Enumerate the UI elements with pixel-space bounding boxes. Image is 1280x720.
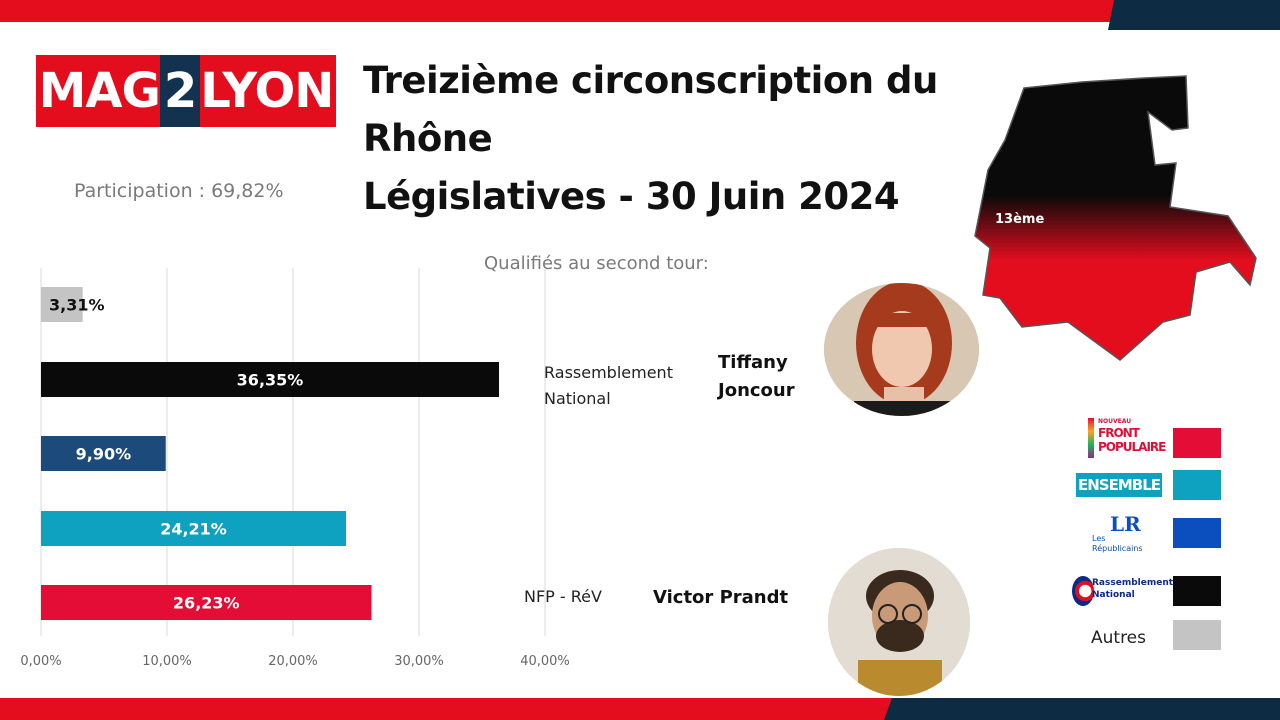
legend-swatch <box>1173 620 1221 650</box>
bar-value-label: 9,90% <box>76 445 132 464</box>
party-label-rn: Rassemblement National <box>544 360 673 412</box>
title-line-1: Treizième circonscription du <box>363 59 938 102</box>
nfp-logo-stripe <box>1088 418 1094 458</box>
candidate-full-name: Victor Prandt <box>653 587 789 608</box>
x-tick-label: 20,00% <box>268 654 318 669</box>
x-tick-label: 40,00% <box>520 654 570 669</box>
candidate-name-prandt: Victor Prandt <box>653 584 788 612</box>
bar-layer: 3,31% 36,35% 9,90% 24,21% 26,23% <box>41 287 500 620</box>
nfp-logo: NOUVEAU FRONT POPULAIRE <box>1088 418 1168 460</box>
candidate-photo-joncour <box>824 283 979 416</box>
ensemble-logo: ENSEMBLE <box>1076 473 1162 497</box>
bottom-red-band <box>0 698 892 720</box>
party-label-rn-line-1: Rassemblement <box>544 363 673 382</box>
x-tick-label: 10,00% <box>142 654 192 669</box>
results-bar-chart: 3,31% 36,35% 9,90% 24,21% 26,23% 0,00% 10,00%… <box>20 268 570 669</box>
bottom-navy-band <box>884 698 1280 720</box>
page-title: Treizième circonscription du Rhône Légis… <box>363 52 938 226</box>
lr-logo-mark: LR <box>1110 512 1141 536</box>
title-line-2: Rhône <box>363 117 493 160</box>
bar-value-label: 3,31% <box>49 296 105 315</box>
bar <box>41 585 372 620</box>
bar-value-label: 26,23% <box>173 594 240 613</box>
nfp-logo-text-2: FRONT <box>1098 426 1140 440</box>
bar <box>41 436 166 471</box>
top-navy-band <box>1108 0 1280 30</box>
bar-value-label: 24,21% <box>160 520 227 539</box>
legend-swatch <box>1173 518 1221 548</box>
candidate-first-name: Tiffany <box>718 352 788 373</box>
bar <box>41 287 83 322</box>
bar-value-label: 36,35% <box>237 371 304 390</box>
x-tick-label: 30,00% <box>394 654 444 669</box>
party-label-rn-line-2: National <box>544 389 611 408</box>
logo-text-mag: MAG <box>38 63 161 119</box>
logo-text-lyon: LYON <box>200 63 334 119</box>
rn-flame-icon <box>1072 576 1094 606</box>
legend-swatch <box>1173 428 1221 458</box>
mag2lyon-logo: MAG2LYON <box>36 55 336 127</box>
tick-layer: 0,00% 10,00% 20,00% 30,00% 40,00% <box>20 654 569 669</box>
rn-logo-text-2: National <box>1092 590 1135 600</box>
constituency-map: 13ème <box>974 75 1257 361</box>
candidate-last-name: Joncour <box>718 380 795 401</box>
qualified-heading: Qualifiés au second tour: <box>484 253 709 274</box>
top-red-band <box>0 0 1114 22</box>
party-label-nfp-line-1: NFP - RéV <box>524 587 602 606</box>
logo-text-2: 2 <box>159 55 201 127</box>
legend-swatch <box>1173 576 1221 606</box>
nfp-logo-text-3: POPULAIRE <box>1098 440 1166 454</box>
portrait-joncour-icon <box>824 283 979 416</box>
lr-logo-text-1: Les <box>1092 534 1106 543</box>
candidate-name-joncour: Tiffany Joncour <box>718 349 795 405</box>
candidate-photo-prandt <box>828 548 970 696</box>
lr-logo-text-2: Républicains <box>1092 544 1143 553</box>
participation-rate: Participation : 69,82% <box>74 180 284 202</box>
lr-logo: LR Les Républicains <box>1092 512 1162 556</box>
party-label-nfp: NFP - RéV <box>524 584 602 610</box>
bar <box>41 511 347 546</box>
bar <box>41 362 500 397</box>
map-shape <box>974 75 1257 361</box>
rn-logo-text-1: Rassemblement <box>1092 578 1174 588</box>
map-district-label: 13ème <box>995 212 1044 227</box>
legend-autres-label: Autres <box>1091 628 1147 648</box>
title-line-3: Législatives - 30 Juin 2024 <box>363 175 900 218</box>
portrait-prandt-icon <box>828 548 970 696</box>
legend-swatch <box>1173 470 1221 500</box>
x-tick-label: 0,00% <box>20 654 61 669</box>
nfp-logo-text-1: NOUVEAU <box>1098 418 1132 425</box>
ensemble-logo-text: ENSEMBLE <box>1077 476 1161 494</box>
rn-logo: Rassemblement National <box>1072 574 1173 610</box>
